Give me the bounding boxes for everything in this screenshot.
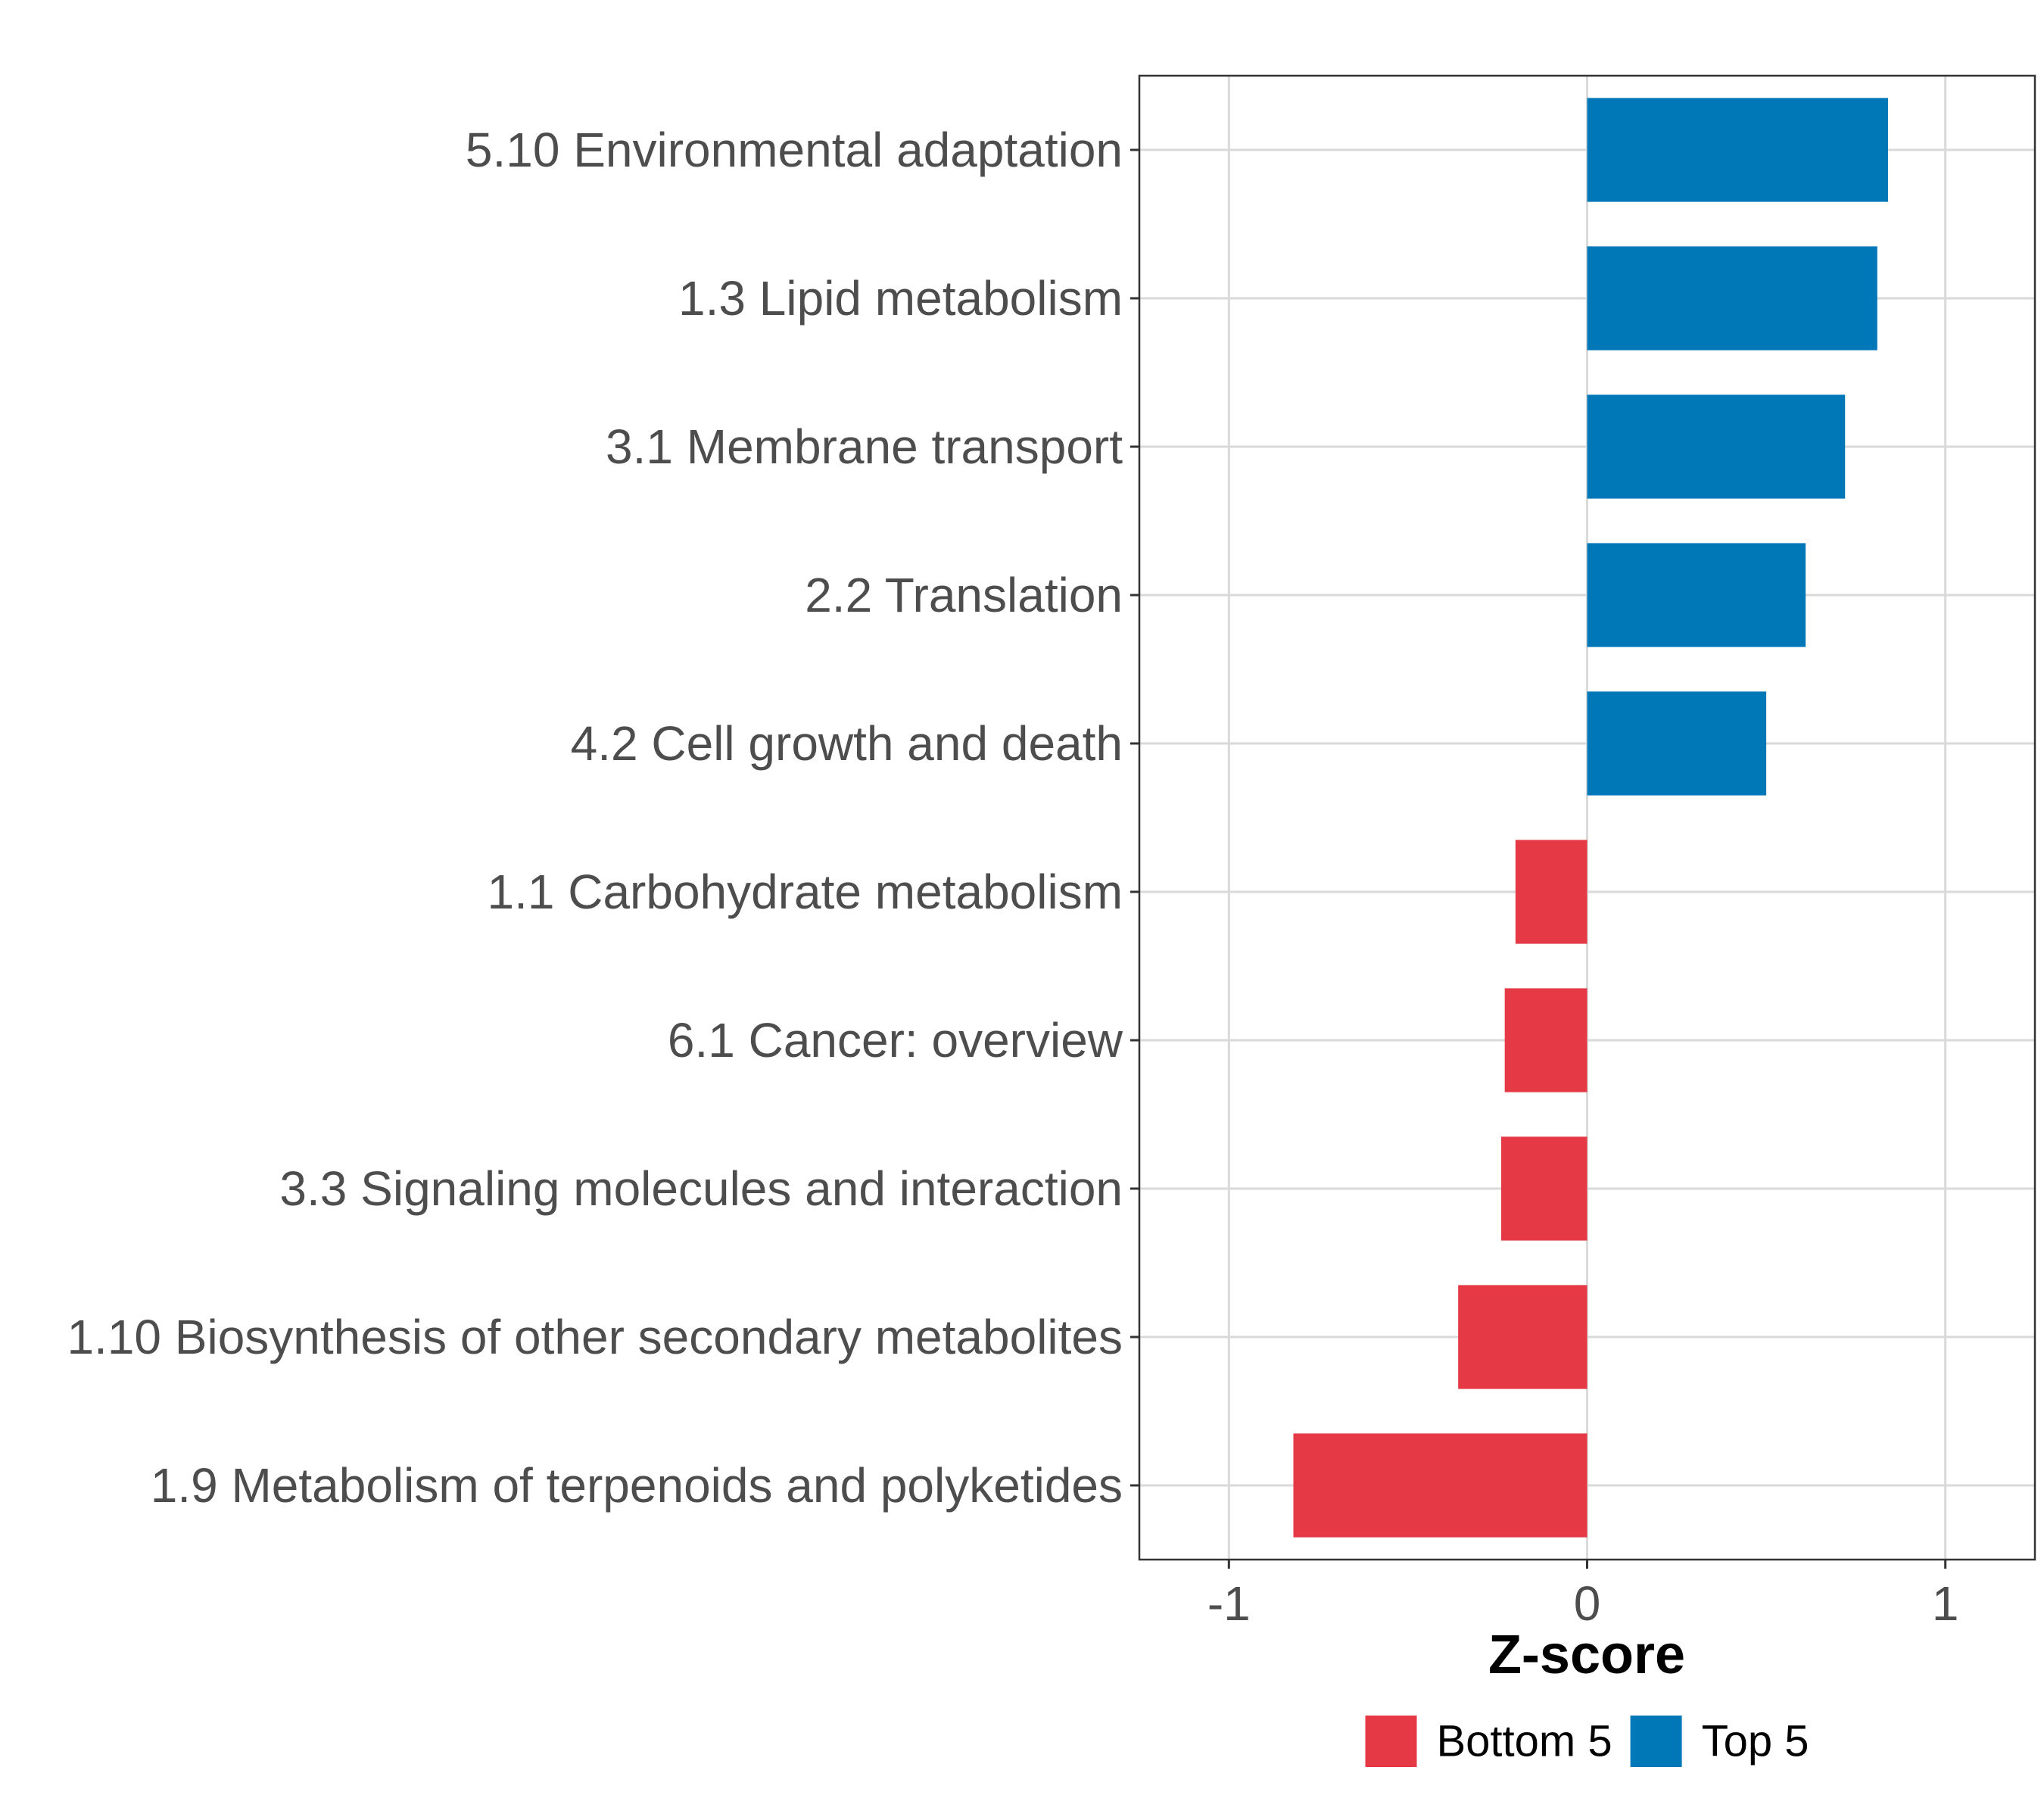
category-label: 1.10 Biosynthesis of other secondary met… <box>67 1310 1123 1364</box>
category-label: 4.2 Cell growth and death <box>571 716 1123 771</box>
bars <box>1293 98 1888 1538</box>
bar-3 <box>1587 543 1806 647</box>
bar-0 <box>1587 98 1888 202</box>
bar-1 <box>1587 246 1877 351</box>
x-axis: -1 0 1 <box>1207 1560 1959 1631</box>
x-axis-title: Z-score <box>1488 1625 1685 1685</box>
category-label: 1.3 Lipid metabolism <box>678 271 1123 326</box>
bar-2 <box>1587 394 1846 499</box>
legend-label: Bottom 5 <box>1436 1717 1612 1766</box>
legend-label: Top 5 <box>1702 1717 1809 1766</box>
x-tick-label: 1 <box>1932 1576 1959 1631</box>
legend: Bottom 5 Top 5 <box>1365 1716 1809 1767</box>
x-tick-label: 0 <box>1574 1576 1601 1631</box>
bar-8 <box>1458 1285 1588 1389</box>
bar-6 <box>1504 988 1588 1092</box>
legend-key-bottom-5 <box>1365 1716 1417 1767</box>
bar-9 <box>1293 1433 1588 1538</box>
x-tick-label: -1 <box>1207 1576 1251 1631</box>
legend-key-top-5 <box>1630 1716 1682 1767</box>
bar-4 <box>1587 691 1767 796</box>
category-label: 1.1 Carbohydrate metabolism <box>487 865 1123 919</box>
category-label: 1.9 Metabolism of terpenoids and polyket… <box>151 1458 1123 1513</box>
bar-5 <box>1515 840 1588 944</box>
category-label: 3.1 Membrane transport <box>606 419 1123 474</box>
y-axis: 5.10 Environmental adaptation 1.3 Lipid m… <box>67 123 1139 1513</box>
category-label: 3.3 Signaling molecules and interaction <box>279 1161 1123 1216</box>
category-label: 5.10 Environmental adaptation <box>466 123 1123 177</box>
category-label: 2.2 Translation <box>805 568 1123 622</box>
bar-7 <box>1500 1136 1588 1241</box>
category-label: 6.1 Cancer: overview <box>668 1013 1123 1067</box>
